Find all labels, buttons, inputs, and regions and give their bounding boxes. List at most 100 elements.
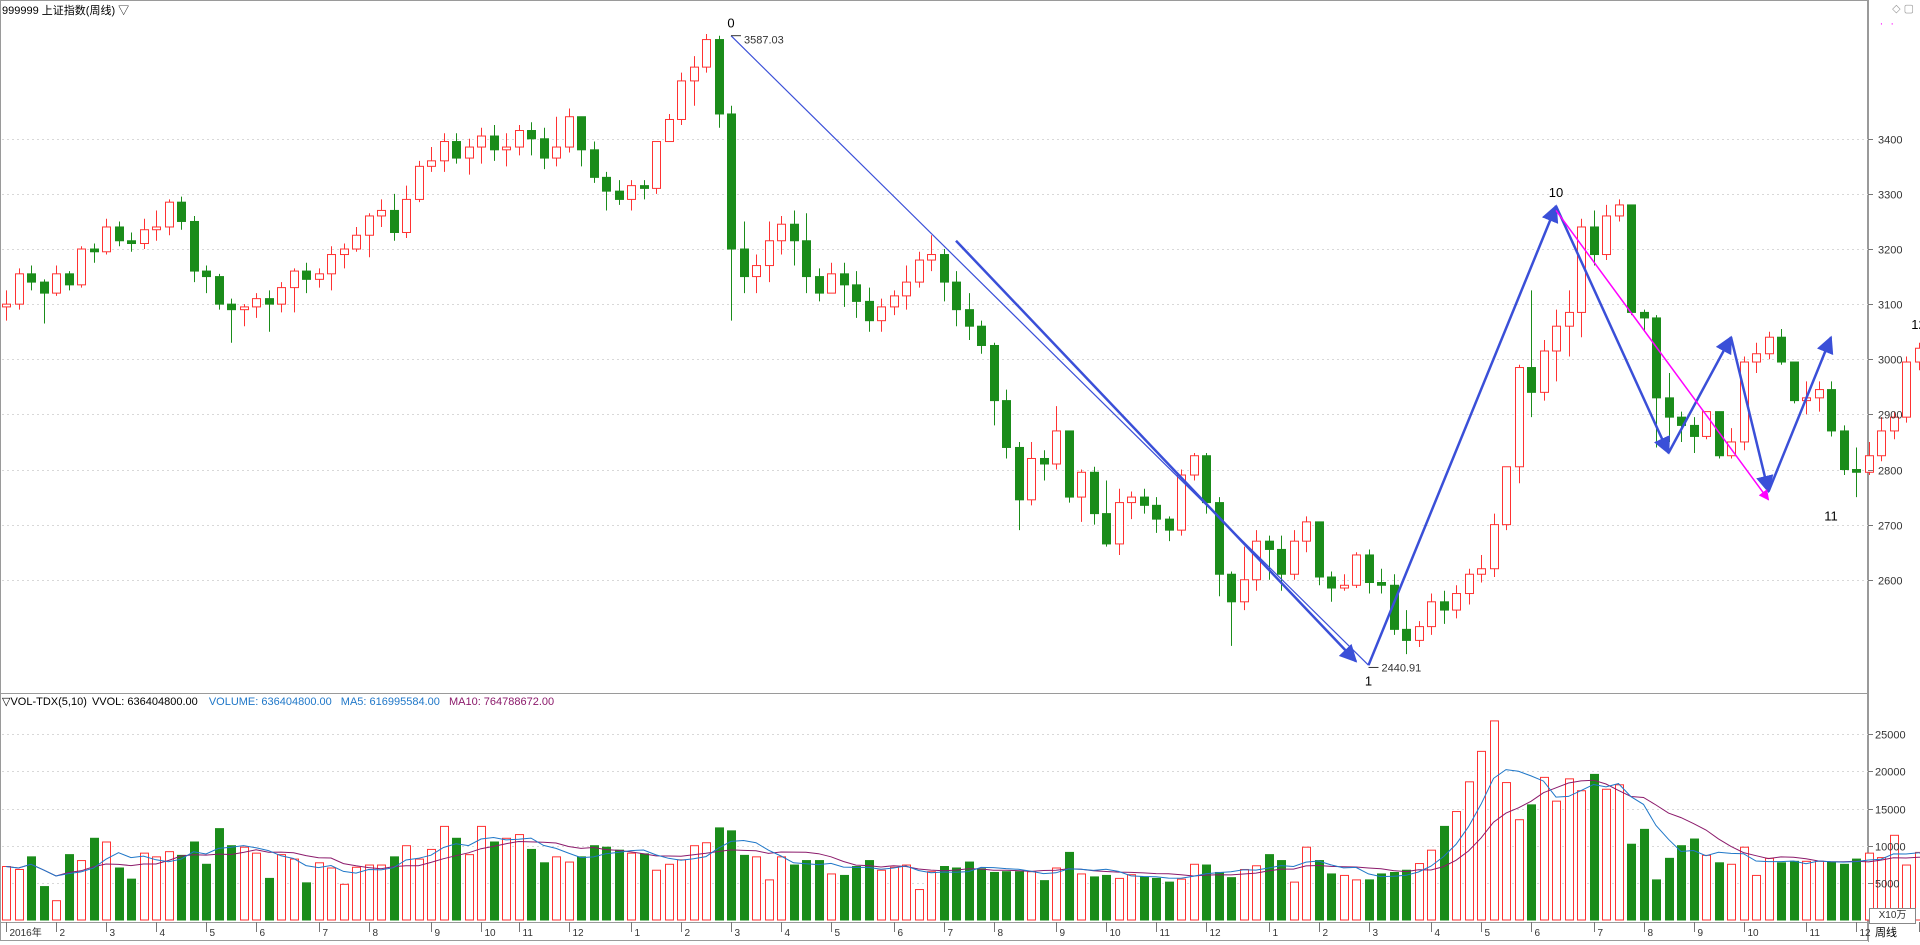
restore-icon[interactable]: ◇ ▢ (1892, 3, 1914, 15)
candle-body-down (1778, 337, 1786, 362)
x-tick-label: 9 (435, 928, 441, 939)
volume-bar-down (228, 846, 236, 920)
chart-title[interactable]: 999999 上证指数(周线) ▽ (2, 2, 129, 18)
candle-body-up (1916, 348, 1920, 362)
candle-body-down (91, 249, 99, 252)
candle-body-down (791, 224, 799, 241)
x-tick-label: 10 (1110, 928, 1122, 939)
volume-bar-up (678, 860, 686, 920)
volume-bar-down (978, 869, 986, 920)
candle-body-down (528, 131, 536, 139)
x-tick-label: 8 (1648, 928, 1654, 939)
candle-body-up (341, 249, 349, 255)
candle-body-down (741, 249, 749, 277)
candle-body-down (866, 301, 874, 320)
candle-body-up (766, 241, 774, 266)
candle-body-up (903, 282, 911, 296)
candle-body-down (541, 139, 549, 158)
volume-bar-up (516, 835, 524, 920)
x-tick-label: 10 (485, 928, 497, 939)
x-tick-label: 11 (1810, 928, 1821, 939)
volume-bar-up (291, 859, 299, 920)
period-button[interactable]: 周线 (1875, 924, 1897, 940)
x-tick-label: 12 (573, 928, 585, 939)
candle-body-up (1903, 362, 1911, 417)
volume-bar-down (603, 847, 611, 920)
volume-bar-down (991, 872, 999, 920)
menu-chevron-icon[interactable]: ▽ (118, 5, 129, 17)
candle-body-down (953, 282, 961, 310)
candle (416, 161, 424, 202)
volume-bar-up (928, 872, 936, 920)
x-tick-label: 11 (523, 928, 534, 939)
volume-bar-down (578, 857, 586, 920)
x-tick-label: 6 (260, 928, 266, 939)
candle-body-up (1566, 312, 1574, 326)
volume-bar-down (1166, 882, 1174, 920)
candle-body-down (1528, 368, 1536, 393)
candle-body-up (1753, 354, 1761, 362)
volume-bar-up (1028, 872, 1036, 920)
candle-body-down (1628, 205, 1636, 312)
candle-body-down (853, 285, 861, 302)
x-tick-label: 1 (635, 928, 641, 939)
candle (1516, 365, 1524, 484)
volume-bar-down (1678, 846, 1686, 920)
candle-body-up (291, 271, 299, 288)
volume-tick-label: 25000 (1875, 730, 1906, 742)
volume-bar-up (366, 865, 374, 920)
volume-bar-down (128, 879, 136, 920)
candle-body-down (453, 142, 461, 159)
candle-body-up (366, 216, 374, 235)
candle (703, 34, 711, 73)
volume-bar-down (1403, 870, 1411, 920)
candle-body-down (1278, 549, 1286, 574)
volume-tick-label: 15000 (1875, 805, 1906, 817)
vvol-value: VVOL: 636404800.00 (92, 696, 198, 708)
x-tick-label: 3 (110, 928, 116, 939)
volume-bar-down (1778, 863, 1786, 920)
volume-bar-up (416, 859, 424, 920)
volume-indicator-name[interactable]: ▽VOL-TDX(5,10) (2, 696, 87, 708)
candle-body-up (1116, 503, 1124, 544)
wave-point-label: 1 (1365, 673, 1372, 688)
candle-body-up (1866, 456, 1874, 473)
volume-bar-down (528, 849, 536, 920)
candle-body-down (303, 271, 311, 279)
volume-bar-down (1666, 858, 1674, 920)
volume-bar-up (503, 838, 511, 920)
volume-bar-up (1053, 868, 1061, 920)
volume-bar-up (1478, 751, 1486, 920)
volume-bar-down (953, 868, 961, 920)
candle-body-down (391, 210, 399, 232)
volume-bar-up (828, 874, 836, 920)
volume-bar-down (1653, 880, 1661, 920)
candle-body-down (1403, 629, 1411, 640)
candle-body-down (1091, 472, 1099, 513)
wave-point-label: 0 (727, 16, 734, 31)
candle-body-up (1616, 205, 1624, 216)
volume-bar-up (653, 870, 661, 920)
volume-bar-down (491, 842, 499, 920)
candle-body-up (78, 249, 86, 285)
candle-body-up (878, 307, 886, 321)
candle (1353, 552, 1361, 588)
candle (16, 268, 24, 309)
volume-bar-down (803, 861, 811, 920)
x-tick-label: 5 (1485, 928, 1491, 939)
window-controls[interactable]: ◇ ▢ (1892, 2, 1914, 15)
volume-bar-down (28, 857, 36, 920)
candle-body-down (1228, 574, 1236, 602)
volume-tick-label: 20000 (1875, 767, 1906, 779)
volume-bar-down (41, 887, 49, 920)
volume-bar-up (1753, 875, 1761, 920)
candle-body-up (678, 81, 686, 120)
candle-body-up (378, 210, 386, 216)
candle-body-down (266, 299, 274, 305)
volume-bar-up (441, 826, 449, 920)
volume-bar-down (1316, 861, 1324, 920)
candle-body-up (628, 186, 636, 200)
candle-body-up (1766, 337, 1774, 354)
candle-body-up (753, 266, 761, 277)
